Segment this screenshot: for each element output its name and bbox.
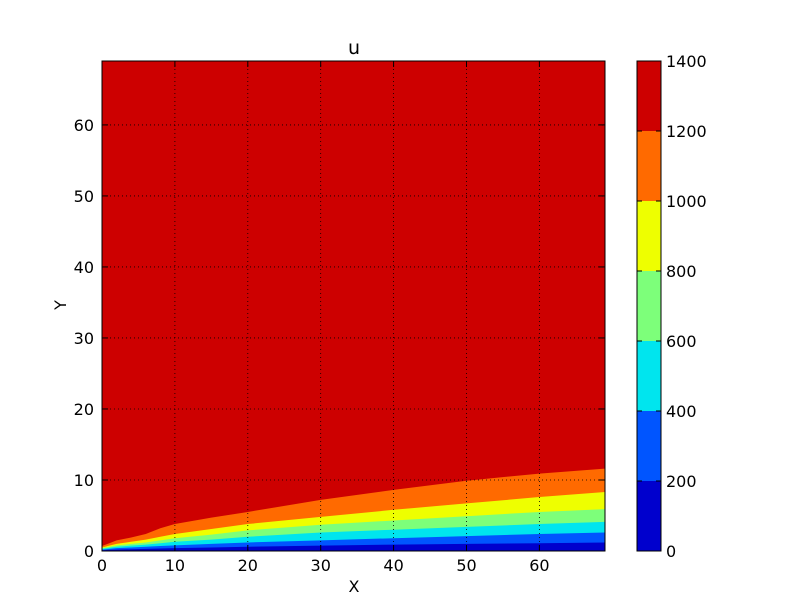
- colorbar-segment: [637, 201, 661, 271]
- x-axis-label: X: [349, 577, 360, 596]
- x-axis-ticks: 0 10 20 30 40 50 60: [97, 61, 550, 575]
- colorbar-segment: [637, 411, 661, 481]
- y-tick-label: 20: [74, 400, 94, 419]
- colorbar-tick-label: 600: [666, 332, 697, 351]
- colorbar-tick-label: 400: [666, 402, 697, 421]
- y-tick-label: 60: [74, 116, 94, 135]
- colorbar-frame: [636, 60, 662, 552]
- y-axis-label: Y: [51, 300, 70, 311]
- colorbar-segment: [637, 481, 661, 551]
- x-tick-label: 10: [165, 556, 185, 575]
- contour-band-0: [102, 542, 605, 551]
- x-tick-label: 0: [97, 556, 107, 575]
- x-tick-label: 40: [383, 556, 403, 575]
- colorbar-tick-label: 1000: [666, 192, 707, 211]
- colorbar-segment: [637, 341, 661, 411]
- plot-frame: [101, 60, 606, 552]
- y-tick-label: 50: [74, 187, 94, 206]
- colorbar-segment: [637, 131, 661, 201]
- x-tick-label: 20: [238, 556, 258, 575]
- contour-fills: [102, 61, 605, 551]
- y-tick-label: 40: [74, 258, 94, 277]
- y-tick-label: 0: [84, 542, 94, 561]
- colorbar: [637, 61, 661, 551]
- y-tick-label: 10: [74, 471, 94, 490]
- colorbar-segment: [637, 271, 661, 341]
- colorbar-tick-label: 200: [666, 472, 697, 491]
- colorbar-tick-label: 1400: [666, 52, 707, 71]
- colorbar-ticks: 0 200 400 600 800 1000 1200 1400: [637, 52, 707, 561]
- y-tick-label: 30: [74, 329, 94, 348]
- colorbar-tick-label: 1200: [666, 122, 707, 141]
- x-tick-label: 60: [529, 556, 549, 575]
- x-tick-label: 50: [456, 556, 476, 575]
- colorbar-tick-label: 800: [666, 262, 697, 281]
- contour-band-top: [102, 61, 605, 551]
- x-tick-label: 30: [311, 556, 331, 575]
- colorbar-segment: [637, 61, 661, 131]
- chart-title: u: [348, 37, 360, 59]
- y-axis-ticks: 0 10 20 30 40 50 60: [74, 116, 605, 561]
- colorbar-tick-label: 0: [666, 542, 676, 561]
- grid-lines: [102, 61, 605, 551]
